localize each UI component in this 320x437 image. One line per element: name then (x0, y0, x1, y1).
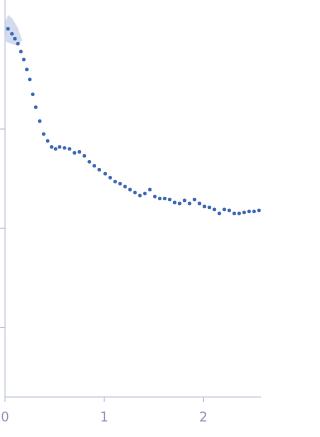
point (153, 194, 157, 199)
point (13, 36, 17, 41)
chart: 0 1 2 (0, 0, 261, 426)
point (222, 207, 227, 212)
point (53, 147, 58, 151)
point (197, 201, 202, 206)
point (49, 145, 54, 149)
point (113, 179, 117, 184)
point (217, 211, 222, 216)
point (187, 201, 192, 206)
point (103, 171, 108, 176)
point (242, 210, 246, 215)
x-tick-label: 2 (199, 411, 207, 426)
point (138, 193, 142, 198)
point (92, 163, 97, 168)
x-tick-label: 1 (100, 411, 108, 426)
point (108, 175, 112, 180)
point (148, 187, 152, 192)
point (128, 187, 132, 192)
point (202, 204, 207, 209)
point (87, 159, 92, 164)
point (257, 208, 261, 213)
point (62, 146, 67, 150)
point (237, 211, 241, 216)
point (97, 167, 102, 172)
point (82, 154, 87, 158)
point (167, 197, 172, 202)
point (33, 105, 38, 109)
point (30, 92, 35, 97)
point (182, 198, 187, 203)
point (67, 147, 72, 151)
point (10, 31, 14, 36)
point (247, 209, 251, 214)
point (25, 67, 29, 72)
point (133, 190, 137, 195)
point (192, 197, 197, 202)
point (22, 57, 26, 62)
point (6, 26, 10, 31)
point (143, 191, 147, 196)
point (207, 205, 212, 210)
point (123, 184, 127, 189)
point (177, 201, 182, 206)
point (118, 181, 122, 186)
point (157, 196, 162, 201)
point (172, 200, 177, 205)
point (45, 139, 50, 143)
point (16, 41, 20, 46)
point (232, 211, 237, 216)
x-tick-label: 0 (1, 411, 9, 426)
point (72, 151, 77, 155)
point (252, 209, 256, 214)
point (162, 196, 167, 201)
point (41, 132, 46, 136)
point (77, 150, 82, 154)
point (37, 119, 42, 123)
point (28, 77, 32, 82)
point (212, 207, 217, 212)
point (227, 208, 232, 213)
point (19, 49, 23, 54)
point (57, 145, 62, 149)
error-band (5, 15, 22, 46)
